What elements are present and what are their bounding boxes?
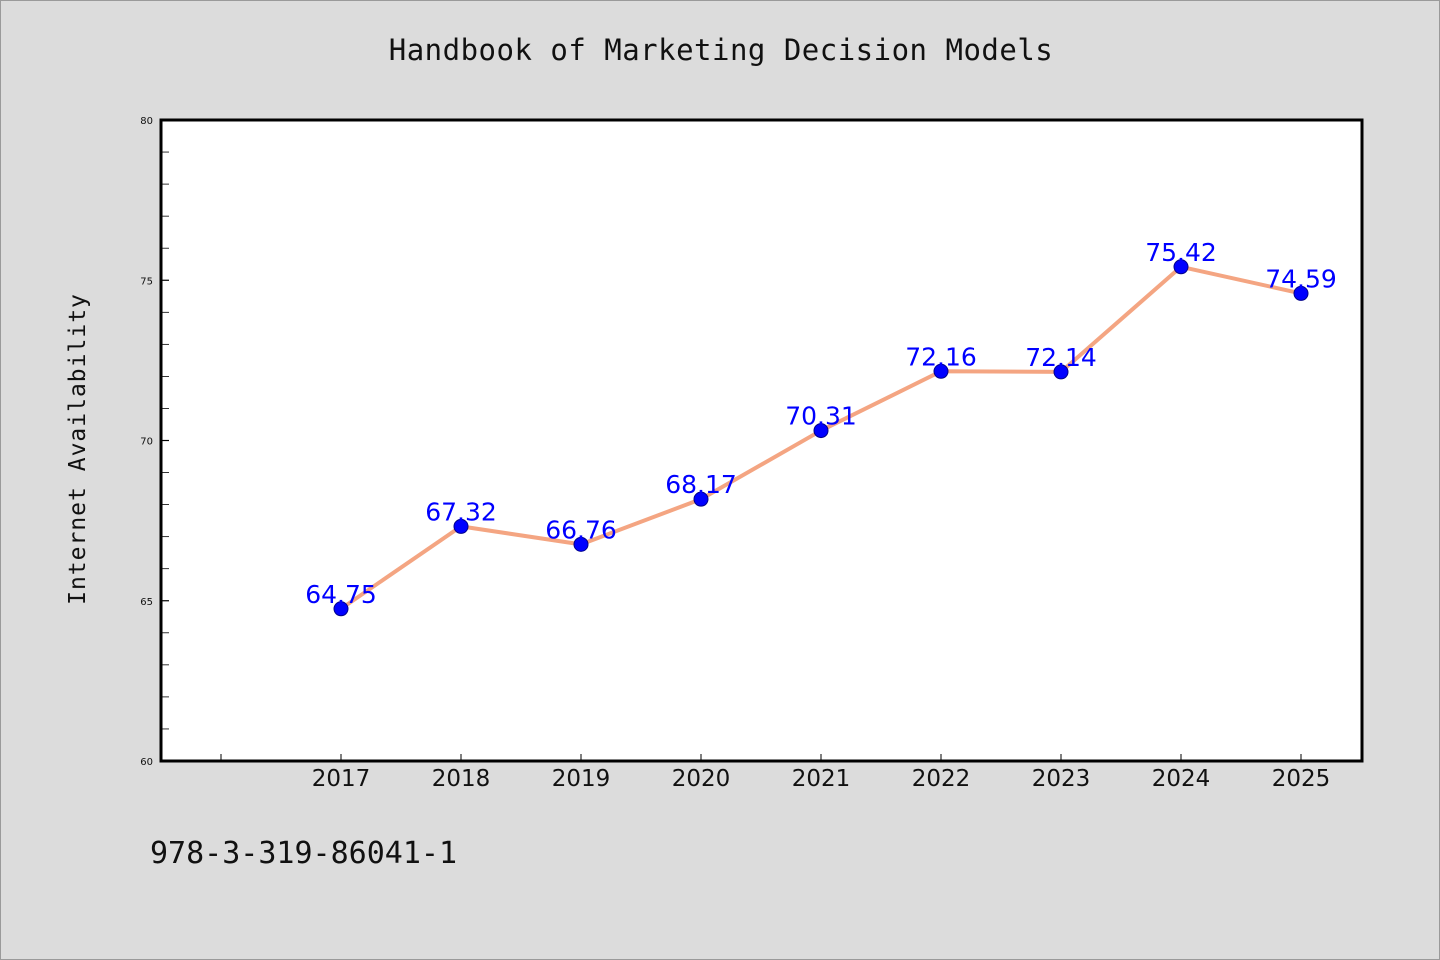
x-tick-label: 2017 xyxy=(312,766,371,792)
data-point xyxy=(1053,364,1069,380)
y-tick-label: 80 xyxy=(140,116,153,127)
plot-area xyxy=(159,118,1364,763)
data-point xyxy=(1173,259,1189,275)
data-point xyxy=(693,491,709,507)
data-point xyxy=(813,423,829,439)
x-axis-ticks: 2017 2018 2019 2020 2021 2022 2023 2024 2025 xyxy=(220,754,1331,792)
x-tick-label: 2020 xyxy=(672,766,731,792)
data-point xyxy=(573,536,589,552)
data-point xyxy=(933,363,949,379)
x-tick-label: 2025 xyxy=(1272,766,1331,792)
x-tick-label: 2023 xyxy=(1032,766,1091,792)
data-label: 70.31 xyxy=(785,402,857,431)
data-label: 72.14 xyxy=(1025,343,1097,372)
data-label: 67.32 xyxy=(425,497,497,526)
x-tick-label: 2022 xyxy=(912,766,971,792)
data-label: 74.59 xyxy=(1265,264,1337,293)
data-labels: 64.75 67.32 66.76 68.17 70.31 72.16 72.14 75.42… xyxy=(305,238,1337,609)
chart-title: Handbook of Marketing Decision Models xyxy=(388,33,1054,67)
y-tick-label: 75 xyxy=(140,276,153,287)
y-axis-ticks: 60 65 70 75 80 xyxy=(140,116,169,768)
data-label: 64.75 xyxy=(305,580,377,609)
x-tick-label: 2018 xyxy=(432,766,491,792)
data-point xyxy=(333,601,349,617)
data-label: 66.76 xyxy=(545,515,617,544)
x-tick-label: 2019 xyxy=(552,766,611,792)
data-point xyxy=(453,518,469,534)
y-tick-label: 60 xyxy=(140,757,153,768)
data-label: 68.17 xyxy=(665,470,737,499)
x-tick-label: 2021 xyxy=(792,766,851,792)
data-point xyxy=(1293,285,1309,301)
data-label: 75.42 xyxy=(1145,238,1217,267)
x-tick-label: 2024 xyxy=(1152,766,1211,792)
isbn-text: 978-3-319-86041-1 xyxy=(150,836,458,871)
series-group xyxy=(333,259,1309,617)
data-label: 72.16 xyxy=(905,342,977,371)
y-tick-label: 65 xyxy=(140,597,153,608)
y-tick-label: 70 xyxy=(140,437,153,448)
